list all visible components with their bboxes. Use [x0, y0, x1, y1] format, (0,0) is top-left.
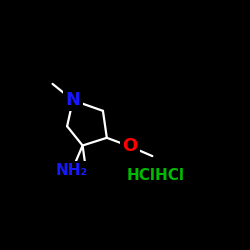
Text: N: N — [66, 91, 80, 109]
Text: HClHCl: HClHCl — [126, 168, 184, 183]
Text: NH₂: NH₂ — [56, 163, 88, 178]
Text: O: O — [122, 138, 138, 156]
